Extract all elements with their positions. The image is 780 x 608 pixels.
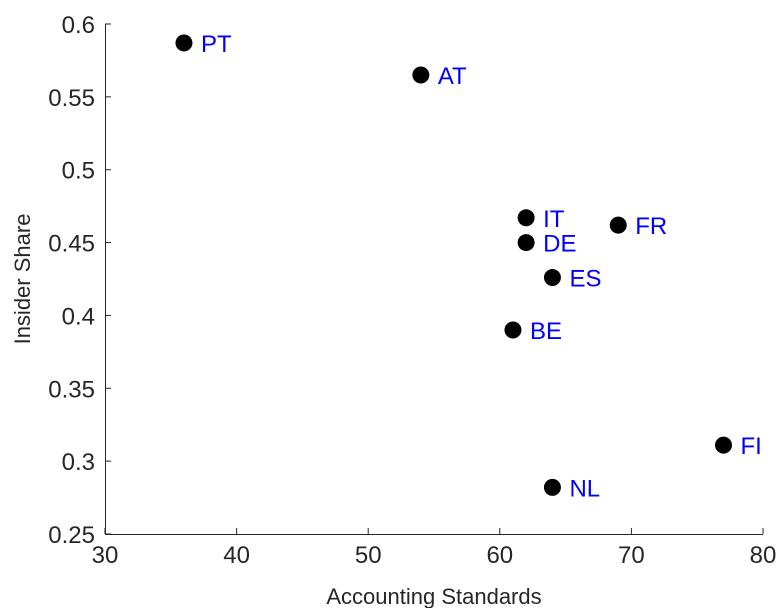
point-marker-fi — [715, 436, 733, 454]
y-tick-label: 0.55 — [48, 85, 95, 112]
y-tick-label: 0.25 — [48, 522, 95, 549]
point-marker-nl — [543, 478, 561, 496]
y-tick-label: 0.6 — [62, 12, 95, 39]
point-marker-de — [517, 234, 535, 252]
point-marker-es — [543, 269, 561, 287]
x-axis-label: Accounting Standards — [326, 584, 541, 608]
point-label-fi: FI — [741, 433, 762, 460]
y-tick-label: 0.3 — [62, 449, 95, 476]
y-tick-label: 0.4 — [62, 303, 95, 330]
point-label-at: AT — [438, 63, 467, 90]
point-label-be: BE — [530, 318, 562, 345]
y-tick-label: 0.45 — [48, 231, 95, 258]
point-label-nl: NL — [569, 475, 600, 502]
point-label-it: IT — [543, 206, 565, 233]
y-tick-label: 0.35 — [48, 376, 95, 403]
point-marker-pt — [175, 34, 193, 52]
x-tick-label: 70 — [618, 542, 645, 569]
x-tick-label: 80 — [750, 542, 777, 569]
point-label-de: DE — [543, 231, 576, 258]
point-label-pt: PT — [201, 31, 232, 58]
point-marker-it — [517, 209, 535, 227]
y-tick-label: 0.5 — [62, 158, 95, 185]
y-ticks: 0.25 0.3 0.35 0.4 0.45 0.5 0.55 0.6 — [48, 12, 111, 549]
x-tick-label: 30 — [92, 542, 119, 569]
point-label-es: ES — [569, 266, 601, 293]
point-marker-fr — [609, 216, 627, 234]
x-tick-label: 40 — [223, 542, 250, 569]
x-ticks: 30 40 50 60 70 80 — [92, 528, 777, 569]
point-label-fr: FR — [635, 213, 667, 240]
x-tick-label: 50 — [355, 542, 382, 569]
point-marker-be — [504, 321, 522, 339]
point-marker-at — [412, 66, 430, 84]
x-tick-label: 60 — [486, 542, 513, 569]
axes — [105, 24, 763, 535]
y-axis-label: Insider Share — [10, 214, 35, 345]
